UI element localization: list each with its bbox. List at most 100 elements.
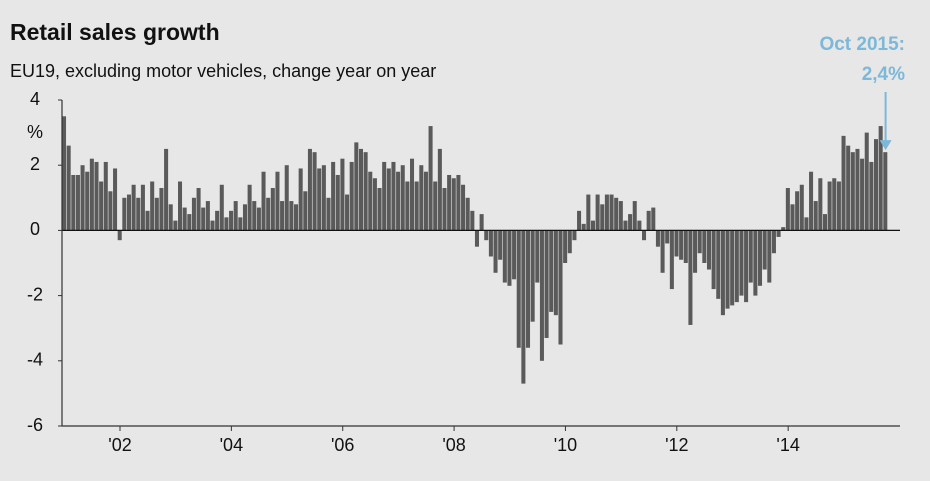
- bar: [419, 165, 424, 231]
- bar: [767, 230, 772, 283]
- bar: [275, 171, 280, 231]
- bar: [688, 230, 693, 325]
- bar: [372, 178, 377, 231]
- bar: [563, 230, 568, 263]
- bar: [164, 148, 169, 231]
- bar: [883, 152, 888, 231]
- bar: [349, 161, 354, 231]
- bar: [836, 181, 841, 231]
- bar: [103, 161, 108, 231]
- bar: [762, 230, 767, 270]
- bar: [321, 165, 326, 231]
- bar: [447, 174, 452, 231]
- bar: [878, 126, 883, 231]
- bar: [150, 181, 155, 231]
- bar: [748, 230, 753, 283]
- bar: [544, 230, 549, 338]
- bar: [261, 171, 266, 231]
- bar: [307, 148, 312, 231]
- bar: [159, 188, 164, 231]
- bar: [818, 178, 823, 231]
- bar: [679, 230, 684, 260]
- bar: [75, 174, 80, 231]
- bar: [80, 165, 85, 231]
- bar: [474, 230, 479, 247]
- bar: [512, 230, 517, 280]
- annotation: 2,4%: [862, 64, 905, 85]
- bar: [391, 161, 396, 231]
- bar: [860, 158, 865, 231]
- bar: [526, 230, 531, 348]
- bar: [553, 230, 558, 316]
- bar: [744, 230, 749, 303]
- bar: [428, 126, 433, 231]
- bar: [693, 230, 698, 273]
- bar: [730, 230, 735, 306]
- bar: [94, 161, 99, 231]
- x-tick-label: '14: [776, 435, 799, 455]
- bar: [247, 184, 252, 231]
- bar: [614, 197, 619, 231]
- chart-title: Retail sales growth: [10, 19, 220, 45]
- bar: [637, 220, 642, 231]
- x-tick-label: '04: [220, 435, 243, 455]
- bar: [433, 181, 438, 231]
- bar: [303, 191, 308, 231]
- bar: [140, 184, 145, 231]
- bar: [266, 197, 271, 231]
- bar: [595, 194, 600, 231]
- y-tick-label: 2: [30, 154, 40, 174]
- bar: [623, 220, 628, 231]
- bar: [549, 230, 554, 312]
- bar: [530, 230, 535, 322]
- bar: [753, 230, 758, 296]
- bar: [521, 230, 526, 384]
- bar: [354, 142, 359, 231]
- bar: [187, 214, 192, 231]
- bar: [368, 171, 373, 231]
- bar: [660, 230, 665, 273]
- annotation: Oct 2015:: [819, 34, 905, 55]
- y-tick-label: 0: [30, 219, 40, 239]
- bar: [864, 132, 869, 231]
- x-tick-label: '06: [331, 435, 354, 455]
- bar: [813, 201, 818, 231]
- bar: [855, 148, 860, 231]
- bar: [850, 152, 855, 231]
- chart-subtitle: EU19, excluding motor vehicles, change y…: [10, 61, 436, 81]
- bar: [122, 197, 127, 231]
- bar: [99, 181, 104, 231]
- bar: [822, 214, 827, 231]
- bar: [386, 168, 391, 231]
- bar: [85, 171, 90, 231]
- bar: [846, 145, 851, 231]
- bar: [604, 194, 609, 231]
- bar: [586, 194, 591, 231]
- bar: [219, 184, 224, 231]
- bar: [516, 230, 521, 348]
- bar: [89, 158, 94, 231]
- bar: [317, 168, 322, 231]
- bar: [442, 188, 447, 231]
- bar: [827, 181, 832, 231]
- bar: [725, 230, 730, 309]
- y-tick-label: 4: [30, 89, 40, 109]
- bar: [62, 116, 67, 231]
- bar: [400, 165, 405, 231]
- bar: [535, 230, 540, 283]
- bar: [215, 210, 220, 231]
- bar: [646, 210, 651, 231]
- bar: [479, 214, 484, 231]
- bar: [71, 174, 76, 231]
- bar: [702, 230, 707, 263]
- bar: [572, 230, 577, 241]
- bar: [567, 230, 572, 254]
- bar: [242, 204, 247, 231]
- bar: [377, 188, 382, 231]
- bar: [280, 201, 285, 231]
- bar: [776, 230, 781, 237]
- bar: [809, 171, 814, 231]
- bar: [609, 194, 614, 231]
